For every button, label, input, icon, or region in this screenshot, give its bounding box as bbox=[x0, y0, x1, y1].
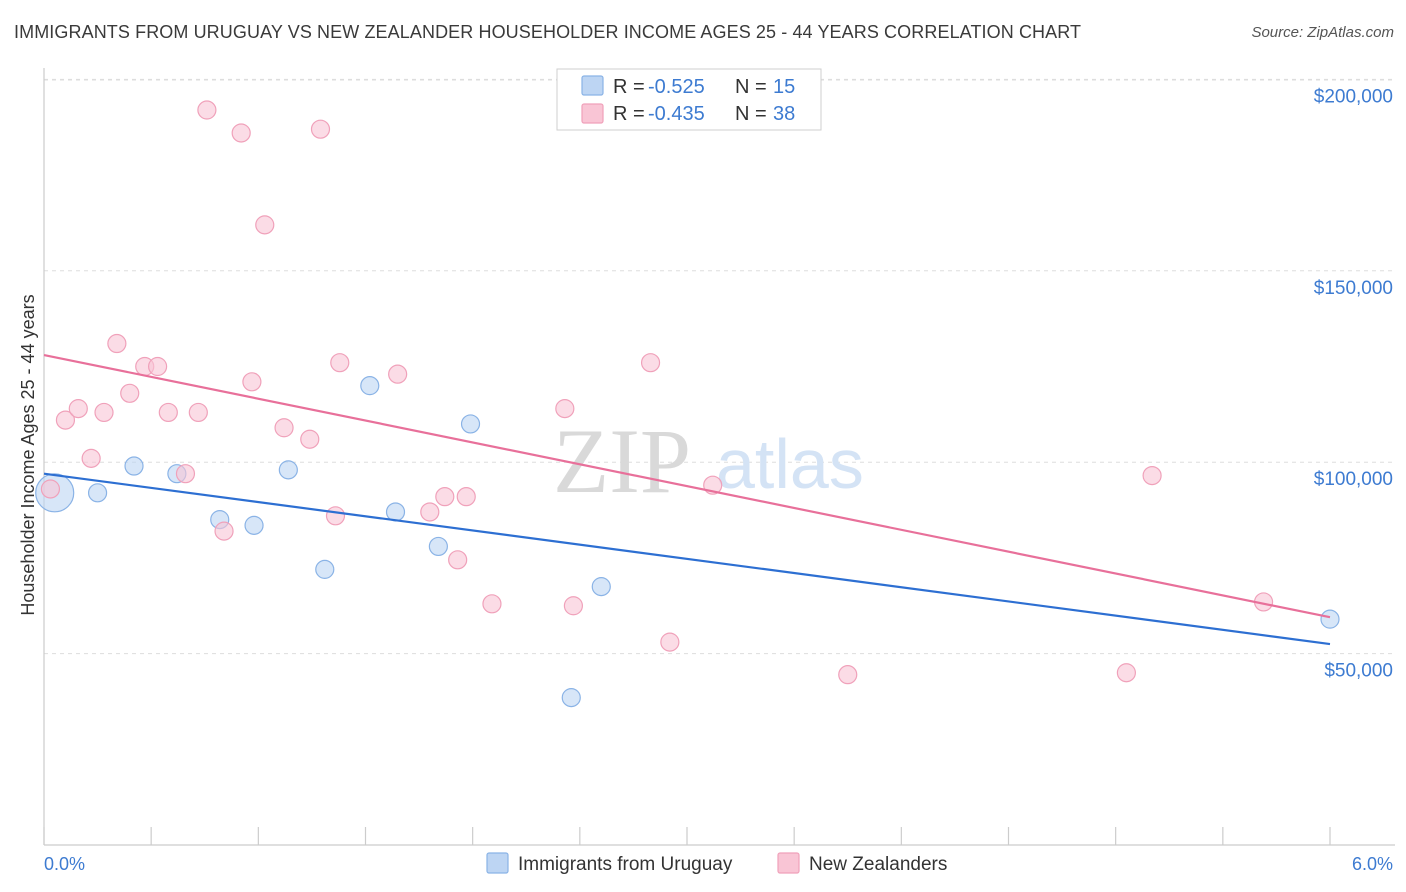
nz-point bbox=[274, 418, 294, 438]
legend-n-value-uruguay: 15 bbox=[773, 76, 795, 98]
bottom-legend-swatch-nz bbox=[777, 852, 800, 874]
uruguay-point bbox=[360, 376, 380, 396]
watermark-atlas: atlas bbox=[716, 425, 864, 503]
nz-point bbox=[147, 356, 168, 377]
y-tick-label: $100,000 bbox=[1314, 469, 1393, 490]
watermark-zip: ZIP bbox=[553, 410, 691, 512]
uruguay-trend-line bbox=[43, 472, 1331, 646]
nz-point bbox=[435, 487, 455, 507]
legend-r-label-uruguay: R = bbox=[613, 76, 645, 98]
nz-point bbox=[158, 402, 178, 423]
bottom-legend-swatch-uruguay bbox=[486, 852, 509, 874]
nz-point bbox=[242, 372, 262, 392]
nz-point bbox=[330, 353, 350, 373]
y-tick-label: $200,000 bbox=[1314, 86, 1393, 107]
uruguay-point bbox=[591, 577, 611, 597]
nz-point bbox=[456, 487, 476, 507]
stats-legend: R = -0.525 N = 15 R = -0.435 N = 38 bbox=[556, 68, 822, 131]
nz-point bbox=[325, 506, 346, 526]
nz-point bbox=[482, 594, 502, 614]
trend-layer bbox=[43, 353, 1331, 646]
y-tick-label: $50,000 bbox=[1324, 661, 1393, 682]
legend-swatch-nz bbox=[581, 103, 604, 124]
nz-trend-line bbox=[43, 353, 1331, 619]
points-layer bbox=[35, 100, 1340, 708]
legend-r-value-nz: -0.435 bbox=[648, 103, 705, 125]
nz-point bbox=[555, 399, 575, 419]
nz-point bbox=[1116, 663, 1136, 683]
nz-point bbox=[563, 596, 584, 616]
uruguay-point bbox=[385, 502, 406, 522]
y-tick-label: $150,000 bbox=[1314, 278, 1393, 299]
tick-label-layer: $50,000 $100,000 $150,000 $200,000 0.0% 6.0% bbox=[44, 86, 1393, 874]
chart-source: Source: ZipAtlas.com bbox=[1251, 24, 1394, 41]
uruguay-point bbox=[1320, 609, 1340, 629]
legend-r-value-uruguay: -0.525 bbox=[648, 76, 705, 98]
bottom-legend: Immigrants from Uruguay New Zealanders bbox=[486, 852, 947, 875]
nz-point bbox=[388, 364, 408, 384]
nz-point bbox=[197, 100, 217, 120]
watermark: ZIP atlas bbox=[553, 410, 864, 512]
nz-point bbox=[310, 119, 331, 139]
bottom-legend-label-nz: New Zealanders bbox=[809, 854, 947, 875]
nz-point bbox=[214, 521, 234, 541]
nz-point bbox=[255, 215, 275, 235]
nz-point bbox=[94, 402, 114, 423]
x-tick-label: 0.0% bbox=[44, 854, 85, 874]
legend-n-value-nz: 38 bbox=[773, 103, 795, 125]
grid-layer bbox=[44, 78, 1395, 655]
nz-point bbox=[40, 479, 61, 499]
legend-swatch-uruguay bbox=[581, 75, 604, 96]
nz-point bbox=[640, 353, 661, 373]
legend-r-label-nz: R = bbox=[613, 103, 645, 125]
nz-point bbox=[107, 333, 127, 354]
nz-point bbox=[120, 383, 140, 403]
uruguay-point bbox=[428, 536, 448, 557]
uruguay-point bbox=[244, 515, 264, 535]
nz-point bbox=[660, 632, 680, 652]
nz-point bbox=[838, 665, 858, 685]
bottom-legend-label-uruguay: Immigrants from Uruguay bbox=[518, 854, 733, 875]
nz-point bbox=[175, 464, 196, 484]
uruguay-point bbox=[315, 559, 335, 579]
uruguay-point bbox=[278, 460, 298, 480]
uruguay-point bbox=[561, 688, 581, 708]
y-axis-title: Householder Income Ages 25 - 44 years bbox=[18, 294, 38, 615]
uruguay-point bbox=[87, 483, 108, 503]
legend-n-label-nz: N = bbox=[735, 103, 767, 125]
chart-title: IMMIGRANTS FROM URUGUAY VS NEW ZEALANDER… bbox=[14, 22, 1082, 42]
nz-point bbox=[420, 502, 440, 522]
nz-point bbox=[1142, 465, 1162, 486]
nz-point bbox=[188, 402, 208, 423]
nz-point bbox=[68, 399, 88, 419]
uruguay-point bbox=[460, 414, 481, 434]
uruguay-point bbox=[124, 456, 144, 476]
nz-point bbox=[231, 123, 251, 143]
nz-point bbox=[448, 550, 468, 570]
nz-point bbox=[55, 410, 76, 430]
nz-point bbox=[81, 448, 101, 468]
nz-point bbox=[300, 429, 320, 449]
axis-layer bbox=[43, 68, 1395, 846]
x-tick-label: 6.0% bbox=[1352, 854, 1393, 874]
legend-n-label-uruguay: N = bbox=[735, 76, 767, 98]
